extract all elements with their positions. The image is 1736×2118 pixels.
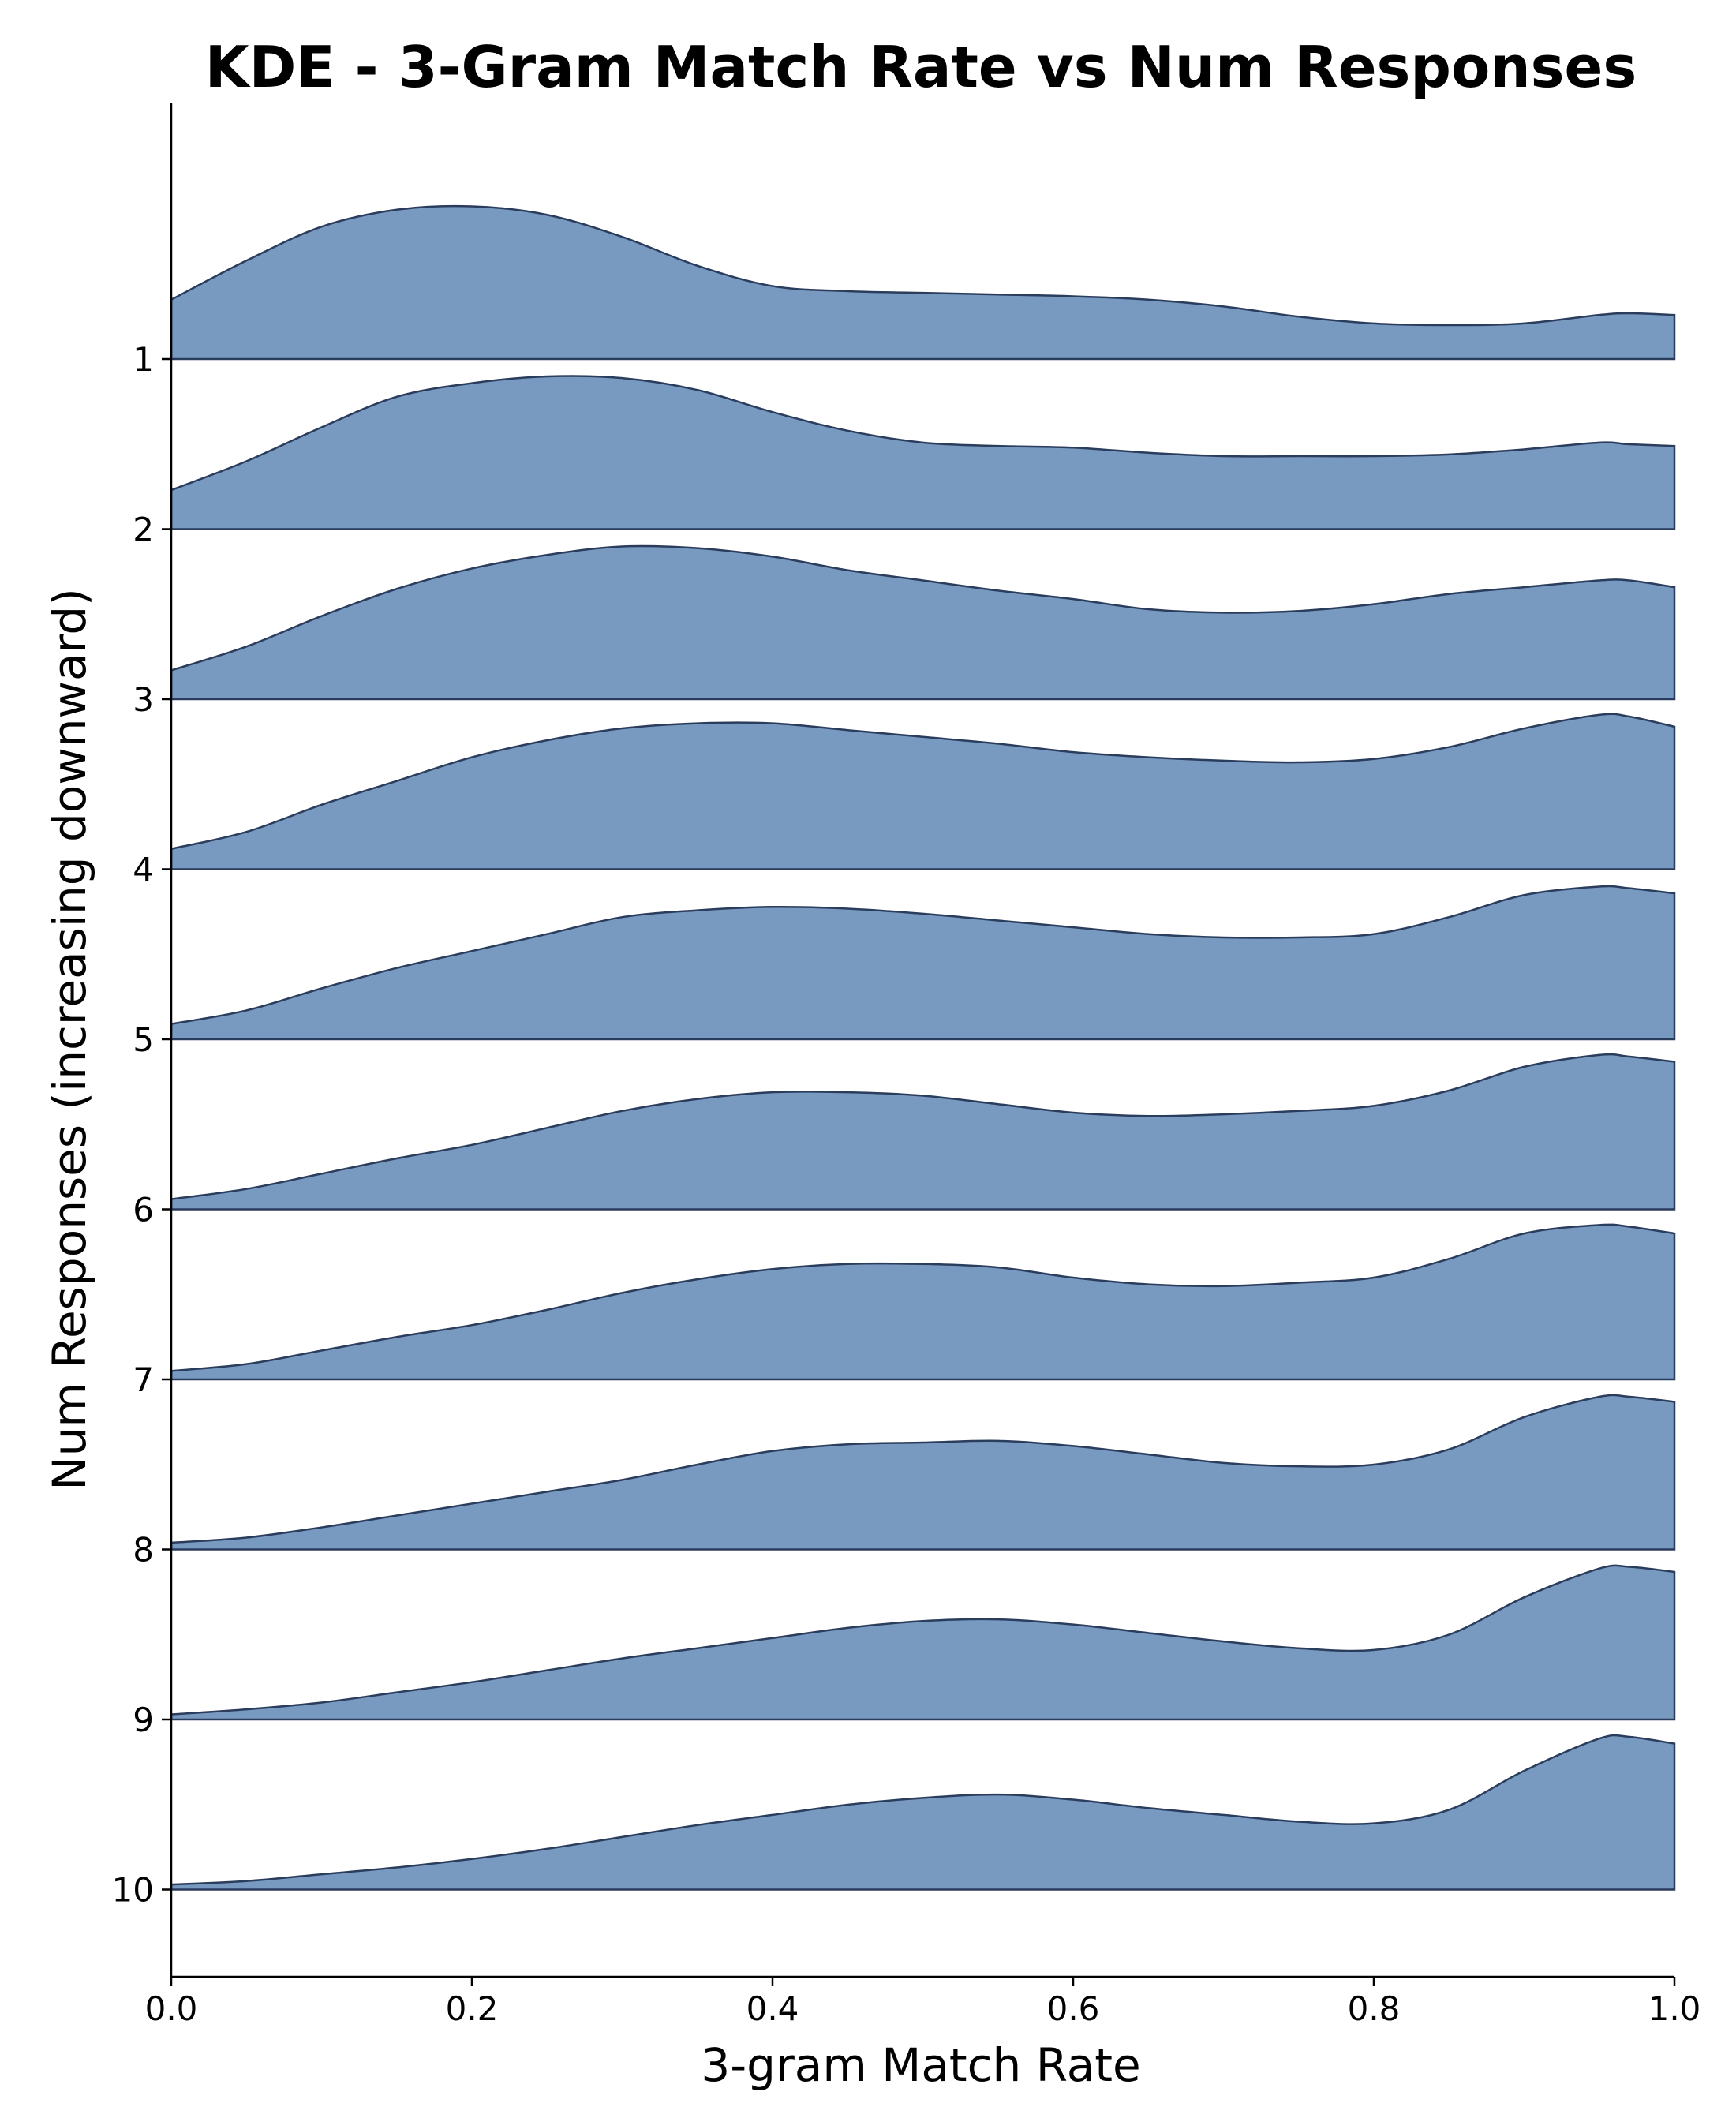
chart-title: KDE - 3-Gram Match Rate vs Num Responses xyxy=(205,34,1637,100)
ridge-series-4 xyxy=(170,713,1676,870)
x-axis-label: 3-gram Match Rate xyxy=(701,2038,1140,2092)
ridge-series-7 xyxy=(170,1223,1676,1381)
x-tick-label: 0.6 xyxy=(1047,1989,1100,2028)
x-ticks: 0.0 0.2 0.4 0.6 0.8 1.0 xyxy=(145,1977,1701,2028)
ridge-series-1 xyxy=(170,204,1676,361)
ridge-series-6 xyxy=(170,1053,1676,1211)
x-tick-label: 0.4 xyxy=(746,1989,799,2028)
y-tick-label: 1 xyxy=(133,340,154,379)
ridge-series-8 xyxy=(170,1394,1676,1551)
y-axis-label: Num Responses (increasing downward) xyxy=(43,588,96,1491)
y-tick-label: 10 xyxy=(112,1871,154,1910)
x-tick-label: 1.0 xyxy=(1648,1989,1701,2028)
ridge-layers xyxy=(170,204,1676,1891)
y-tick-label: 2 xyxy=(133,511,154,549)
x-tick-label: 0.2 xyxy=(446,1989,499,2028)
y-tick-label: 5 xyxy=(133,1020,154,1059)
ridge-series-3 xyxy=(170,544,1676,701)
ridge-series-9 xyxy=(170,1564,1676,1721)
ridge-series-2 xyxy=(170,375,1676,530)
y-tick-label: 6 xyxy=(133,1191,154,1229)
y-ticks: 1 2 3 4 5 6 7 8 9 10 xyxy=(112,340,171,1910)
y-tick-label: 8 xyxy=(133,1531,154,1570)
y-tick-label: 4 xyxy=(133,851,154,889)
ridge-series-5 xyxy=(170,885,1676,1041)
ridge-series-10 xyxy=(170,1734,1676,1891)
y-tick-label: 9 xyxy=(133,1701,154,1739)
x-tick-label: 0.8 xyxy=(1348,1989,1401,2028)
y-tick-label: 7 xyxy=(133,1360,154,1399)
y-tick-label: 3 xyxy=(133,680,154,719)
x-tick-label: 0.0 xyxy=(145,1989,198,2028)
